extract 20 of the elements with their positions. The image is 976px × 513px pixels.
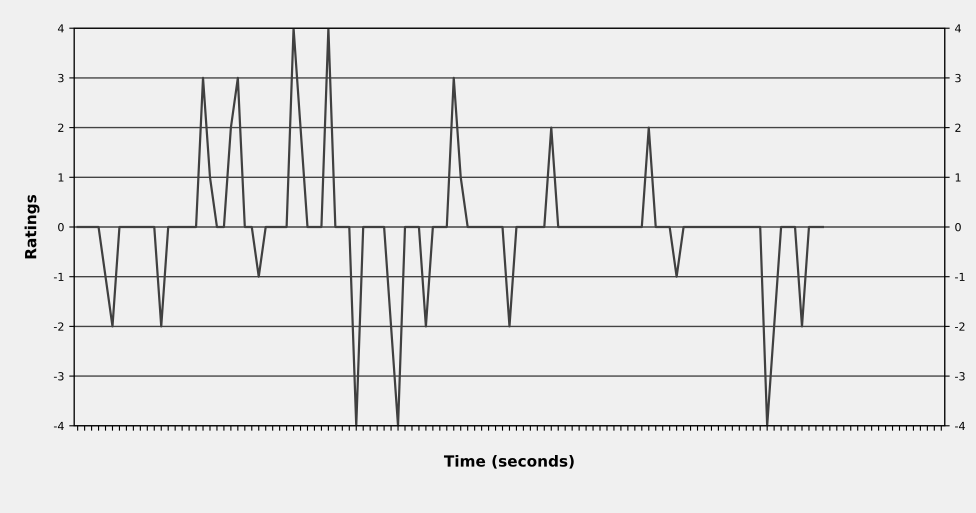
y-tick-label: 0 (58, 222, 64, 232)
y-tick-label: -4 (54, 422, 64, 430)
y2-tick-label: 1 (956, 173, 961, 182)
y2-tick-label: 4 (955, 24, 961, 32)
y-axis-title: Ratings (24, 194, 40, 258)
y-tick-label: 1 (58, 173, 64, 182)
y2-tick-label: 2 (955, 124, 960, 132)
y-tick-label: 4 (58, 24, 64, 32)
y2-tick-label: -3 (955, 372, 965, 380)
y2-tick-label: -4 (955, 422, 965, 430)
y-tick-label: -2 (54, 322, 64, 331)
y2-tick-label: 0 (955, 222, 961, 232)
y-tick-label: -1 (54, 272, 64, 281)
x-axis-title: Time (seconds) (444, 454, 574, 469)
y-tick-label: 3 (58, 74, 64, 82)
y2-tick-label: -1 (955, 272, 965, 281)
y2-tick-label: 3 (955, 74, 961, 82)
y-tick-label: 2 (58, 124, 64, 132)
y2-tick-label: -2 (955, 322, 964, 331)
y-tick-label: -3 (54, 372, 64, 380)
